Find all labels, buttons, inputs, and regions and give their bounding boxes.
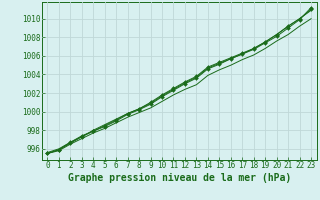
X-axis label: Graphe pression niveau de la mer (hPa): Graphe pression niveau de la mer (hPa): [68, 173, 291, 183]
